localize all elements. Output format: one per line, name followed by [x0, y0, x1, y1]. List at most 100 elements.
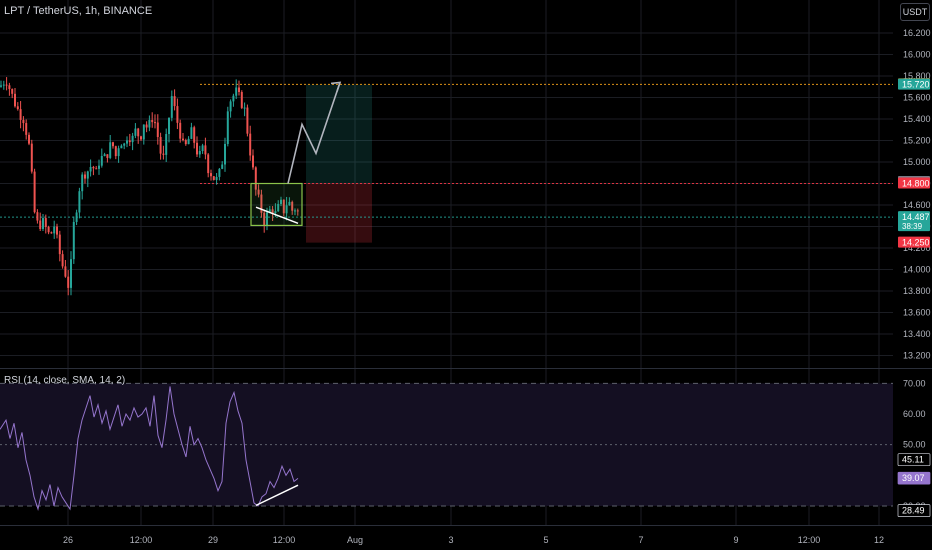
- candle-body: [187, 138, 190, 145]
- x-tick-label: 3: [448, 535, 453, 545]
- candle-body: [282, 199, 285, 214]
- candle: [81, 172, 84, 200]
- candle-body: [285, 205, 288, 214]
- price-tick-label: 14.200: [903, 243, 931, 253]
- price-level-label: 15.720: [902, 80, 930, 90]
- currency-button[interactable]: USDT: [900, 3, 930, 21]
- x-tick-label: 5: [543, 535, 548, 545]
- candle-body: [235, 87, 238, 96]
- price-tick-label: 16.000: [903, 50, 931, 60]
- candle-body: [252, 155, 254, 168]
- candle-body: [58, 234, 61, 255]
- candle: [226, 106, 229, 147]
- candle: [260, 189, 263, 218]
- candle: [14, 88, 16, 108]
- candle-body: [106, 154, 109, 158]
- rsi-value-label: 28.49: [902, 506, 925, 516]
- candle: [238, 80, 240, 96]
- candle-body: [142, 124, 145, 140]
- price-tick-label: 15.600: [903, 93, 931, 103]
- candle: [78, 187, 81, 219]
- candle-body: [131, 135, 134, 143]
- candle-body: [268, 209, 271, 213]
- candle-body: [291, 201, 294, 211]
- candle-body: [226, 111, 229, 144]
- candle-body: [95, 168, 98, 170]
- candle: [30, 139, 33, 174]
- candle-body: [165, 134, 168, 155]
- candle: [16, 102, 19, 111]
- x-tick-label: 9: [733, 535, 738, 545]
- candle-body: [103, 154, 106, 157]
- candle: [246, 104, 249, 137]
- candle-body: [25, 123, 28, 135]
- candle-body: [238, 87, 240, 93]
- candle-body: [19, 109, 22, 120]
- axes: 16.200 16.000 15.800 15.600 15.400 15.200 15.0…: [63, 28, 931, 545]
- candle: [232, 93, 235, 107]
- price-tick-label: 13.200: [903, 351, 931, 361]
- candle-body: [193, 127, 196, 143]
- candle-body: [137, 128, 140, 137]
- candle: [280, 196, 282, 207]
- candle-body: [151, 119, 154, 123]
- candle: [187, 136, 190, 145]
- candle: [162, 145, 165, 160]
- price-tick-label: 13.600: [903, 308, 931, 318]
- candle-body: [92, 166, 95, 169]
- price-trendline: [255, 206, 299, 224]
- candle-body: [173, 96, 176, 107]
- projection-arrowhead: [330, 81, 342, 92]
- candle: [142, 124, 145, 145]
- candle-body: [44, 218, 47, 227]
- candle-body: [36, 212, 39, 221]
- drawings: [250, 81, 342, 227]
- candle: [170, 90, 173, 122]
- candle: [123, 142, 126, 150]
- candle-body: [14, 93, 16, 107]
- candle-body: [243, 107, 246, 109]
- candle: [109, 135, 112, 160]
- candle: [126, 136, 128, 148]
- candle-body: [224, 143, 226, 165]
- rsi-trendline: [255, 484, 299, 507]
- candle-body: [159, 137, 162, 154]
- candle-body: [148, 119, 151, 128]
- rsi-value-tag: [897, 504, 931, 517]
- candle: [98, 159, 100, 175]
- candle-body: [123, 143, 126, 146]
- candle-body: [128, 140, 131, 143]
- candle-body: [170, 96, 173, 118]
- projection-arrow: [287, 82, 341, 184]
- candle-body: [221, 164, 224, 169]
- candle-body: [100, 156, 103, 166]
- candle: [184, 138, 187, 146]
- candle: [58, 230, 61, 262]
- candle: [210, 169, 212, 181]
- price-level-label: 14.487: [902, 212, 930, 222]
- candle: [11, 88, 14, 99]
- candle-body: [28, 134, 30, 144]
- rsi-tick-label: 50.00: [903, 440, 926, 450]
- price-tick-label: 14.000: [903, 265, 931, 275]
- candle: [201, 143, 204, 154]
- candle: [212, 175, 215, 181]
- price-tick-label: 15.400: [903, 114, 931, 124]
- candle-body: [39, 220, 42, 229]
- candle: [137, 127, 140, 144]
- candle-body: [198, 150, 201, 155]
- candle: [70, 251, 72, 296]
- candle-body: [11, 89, 14, 94]
- candle-body: [254, 167, 257, 190]
- rsi-tick-label: 70.00: [903, 378, 926, 388]
- candle-body: [109, 142, 112, 158]
- candle-body: [64, 266, 67, 277]
- candle: [215, 173, 218, 185]
- candle-body: [190, 127, 193, 139]
- candle: [243, 102, 246, 117]
- candle-body: [182, 138, 184, 141]
- candle: [25, 119, 28, 140]
- candle: [193, 125, 196, 149]
- candle: [168, 117, 170, 143]
